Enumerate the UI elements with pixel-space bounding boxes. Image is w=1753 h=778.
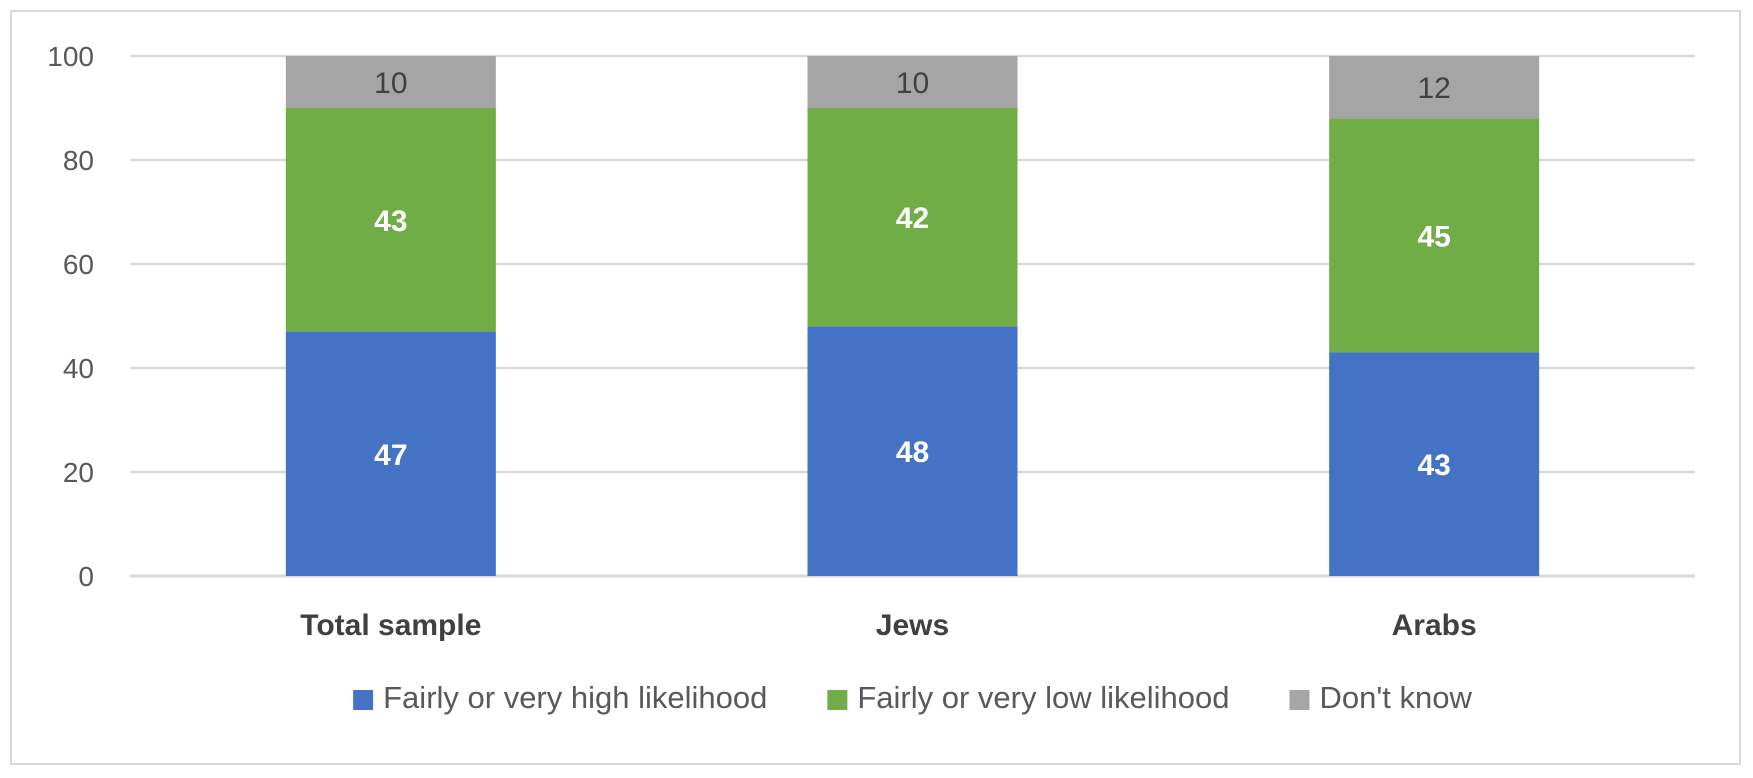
data-label: 47 (374, 439, 407, 472)
legend-swatch-don-t-know (1289, 690, 1310, 710)
y-tick-label: 40 (63, 353, 94, 384)
bar-fairly-or-very-low-likelihood-total-sample (285, 108, 496, 332)
data-label: 48 (896, 436, 929, 469)
data-label: 43 (374, 205, 407, 238)
bar-don-t-know-jews (807, 56, 1018, 108)
bar-fairly-or-very-low-likelihood-arabs (1329, 118, 1540, 353)
y-tick-label: 20 (63, 457, 94, 488)
data-label: 42 (896, 202, 929, 235)
legend-label-fairly-or-very-low-likelihood: Fairly or very low likelihood (857, 680, 1229, 715)
legend-label-fairly-or-very-high-likelihood: Fairly or very high likelihood (383, 680, 767, 715)
bar-fairly-or-very-low-likelihood-jews (807, 108, 1018, 327)
bar-don-t-know-arabs (1329, 56, 1540, 119)
y-tick-label: 80 (63, 145, 94, 176)
data-label: 12 (1417, 72, 1450, 105)
x-category-label: Arabs (1392, 609, 1477, 642)
bar-fairly-or-very-high-likelihood-total-sample (285, 331, 496, 576)
data-label: 10 (896, 67, 929, 100)
x-category-label: Total sample (300, 609, 481, 642)
bar-fairly-or-very-high-likelihood-jews (807, 326, 1018, 576)
legend-swatch-fairly-or-very-low-likelihood (827, 690, 848, 710)
bar-don-t-know-total-sample (285, 56, 496, 108)
legend-swatch-fairly-or-very-high-likelihood (353, 690, 374, 710)
x-category-label: Jews (876, 609, 949, 642)
data-label: 45 (1417, 220, 1450, 253)
y-tick-label: 0 (78, 561, 94, 592)
y-tick-label: 100 (47, 41, 94, 72)
y-tick-label: 60 (63, 249, 94, 280)
data-label: 10 (374, 67, 407, 100)
legend-label-don-t-know: Don't know (1319, 680, 1472, 715)
bar-fairly-or-very-high-likelihood-arabs (1329, 352, 1540, 576)
data-label: 43 (1417, 449, 1450, 482)
